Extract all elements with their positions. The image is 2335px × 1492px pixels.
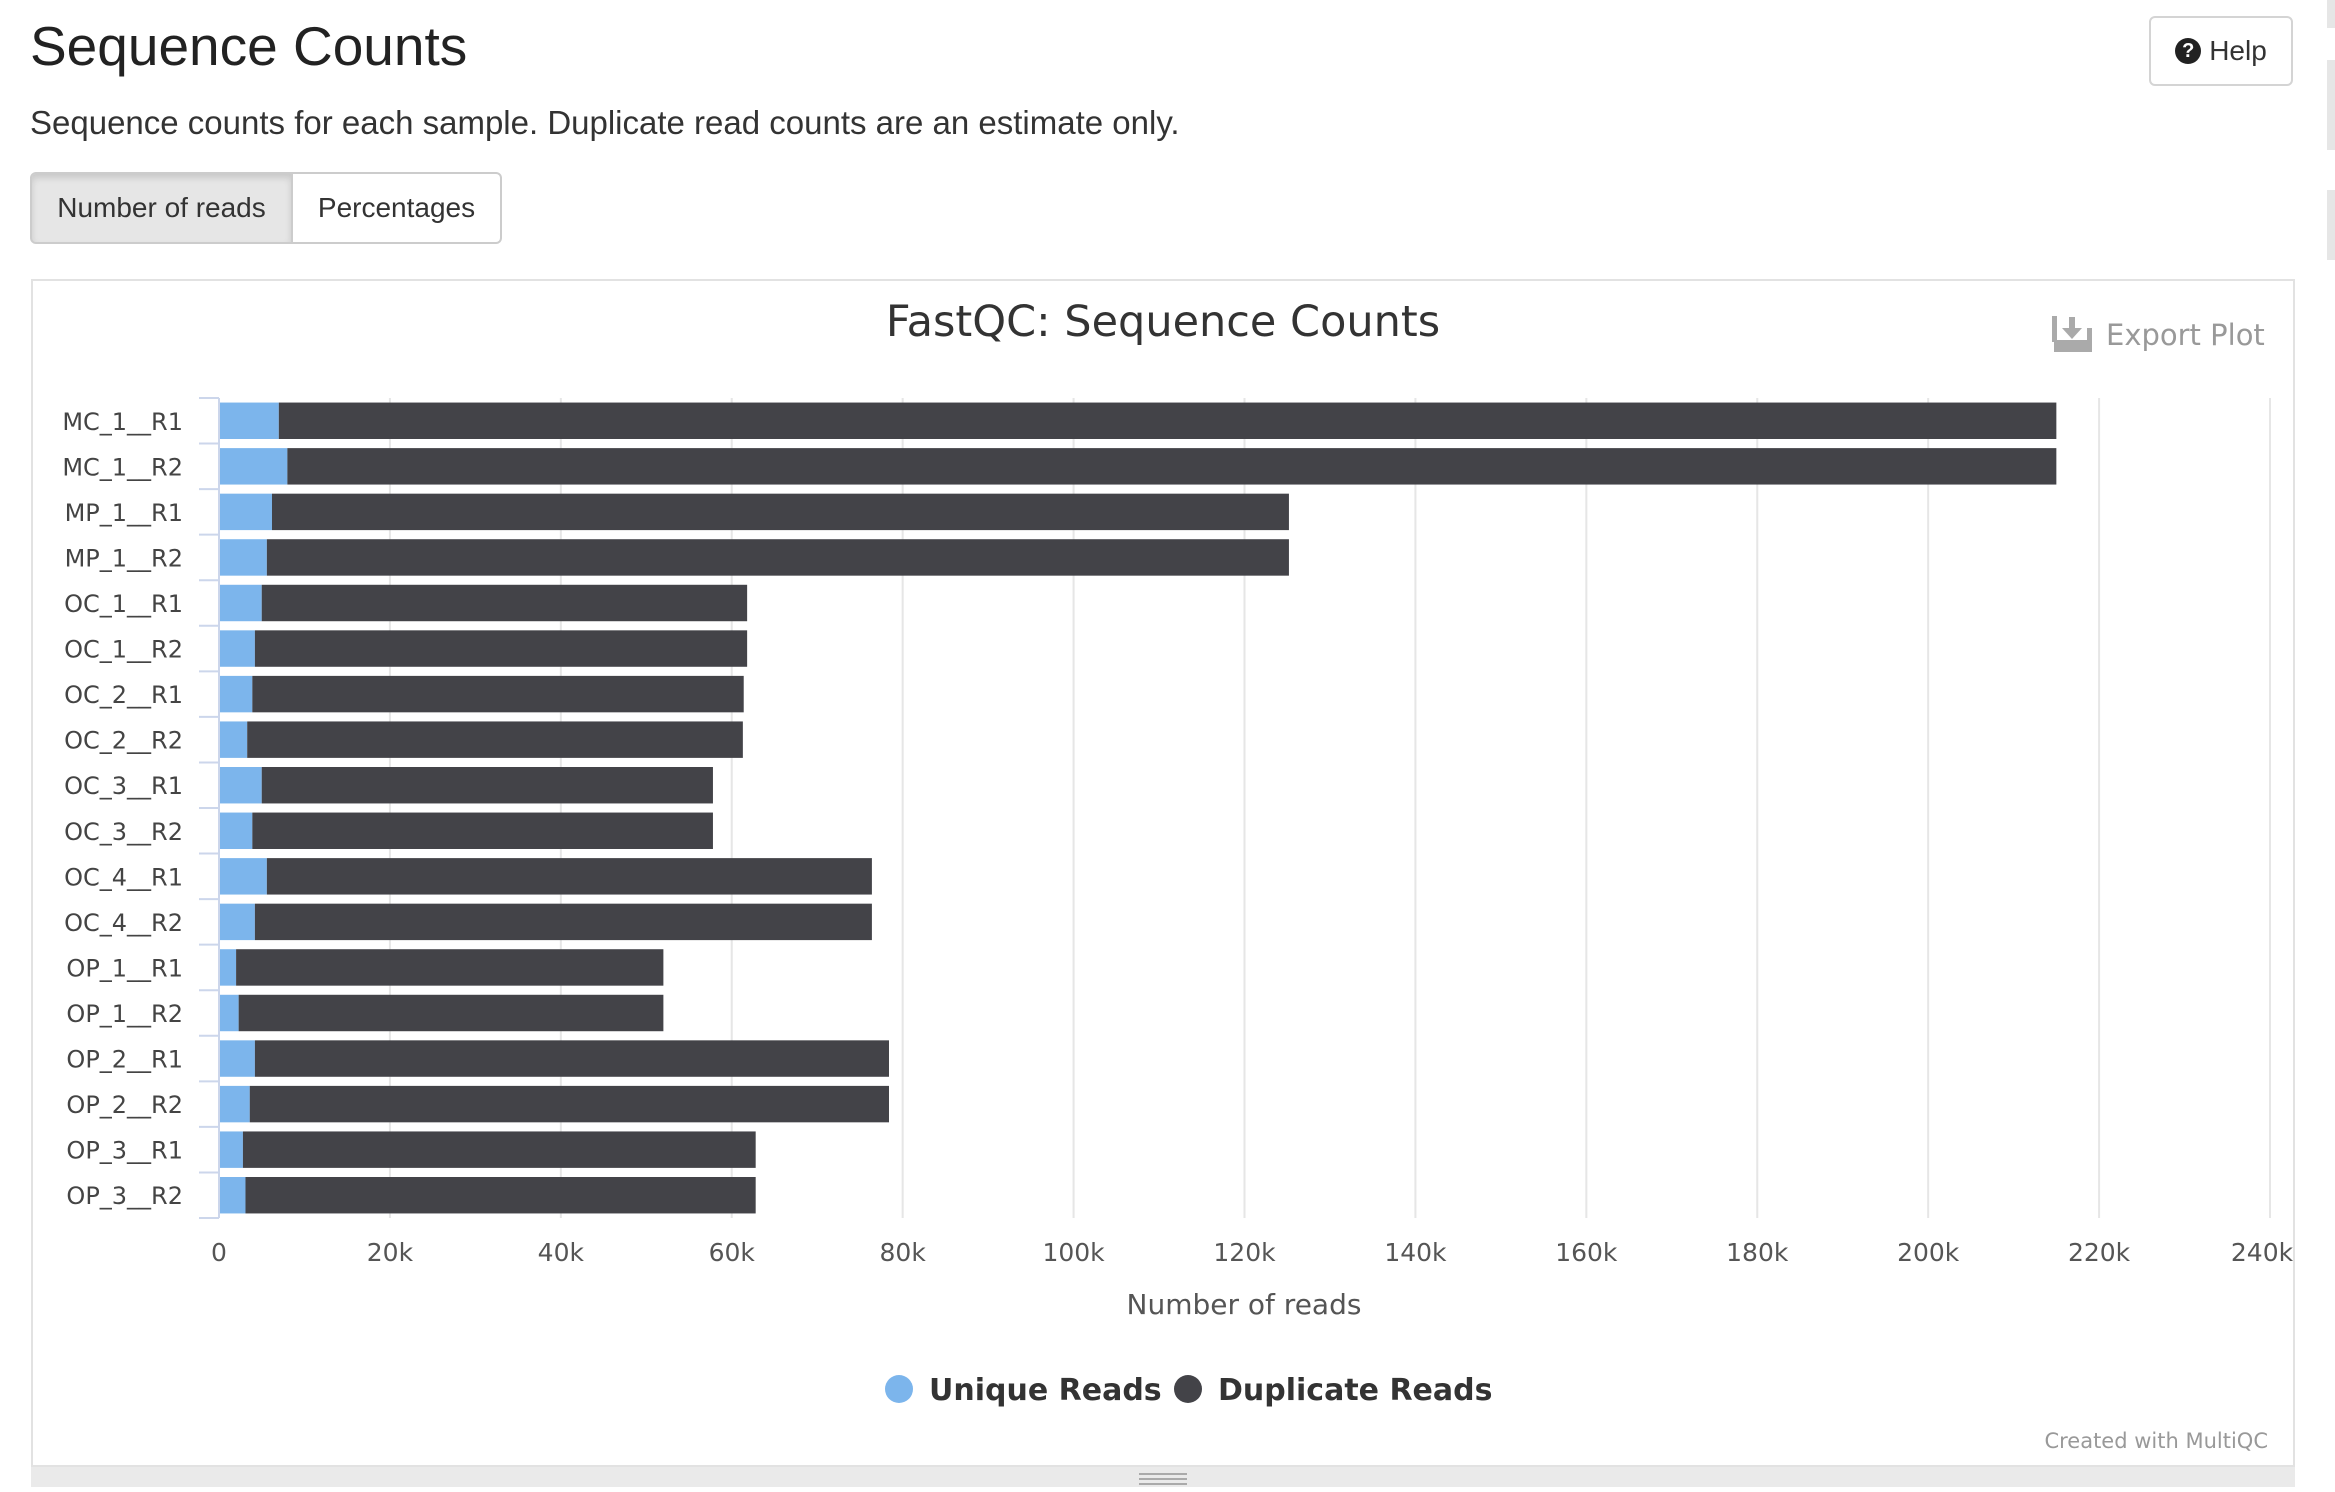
legend-label: Unique Reads <box>929 1373 1162 1408</box>
page-title: Sequence Counts <box>30 15 468 77</box>
bar-unique-reads[interactable] <box>219 1040 255 1077</box>
bar-duplicate-reads[interactable] <box>238 994 664 1032</box>
category-label: OP_3__R1 <box>66 1137 183 1165</box>
x-tick-label: 140k <box>1384 1238 1447 1267</box>
scrollbar-mark <box>2327 60 2335 150</box>
bar-duplicate-reads[interactable] <box>266 858 872 895</box>
legend-marker <box>885 1375 913 1403</box>
bar-unique-reads[interactable] <box>219 630 255 667</box>
scrollbar-mark <box>2327 190 2335 260</box>
x-tick-label: 0 <box>211 1238 227 1267</box>
plot-resize-handle[interactable] <box>31 1467 2295 1487</box>
bar-unique-reads[interactable] <box>219 584 262 622</box>
bar-unique-reads[interactable] <box>219 949 237 986</box>
x-tick-label: 60k <box>709 1238 756 1267</box>
x-axis-title: Number of reads <box>1127 1288 1362 1321</box>
category-label: OC_3__R1 <box>64 772 183 800</box>
category-label: MP_1__R2 <box>65 544 183 572</box>
bar-duplicate-reads[interactable] <box>254 1040 889 1077</box>
bars <box>219 402 2057 1214</box>
number-of-reads-button[interactable]: Number of reads <box>30 172 293 244</box>
legend: Unique Reads Duplicate Reads <box>885 1373 1492 1408</box>
category-label: OC_1__R2 <box>64 636 183 664</box>
legend-item-unique-reads[interactable]: Unique Reads <box>885 1373 1162 1408</box>
x-tick-label: 160k <box>1555 1238 1618 1267</box>
bar-unique-reads[interactable] <box>219 767 262 804</box>
x-tick-label: 220k <box>2068 1238 2131 1267</box>
resize-handle-icon <box>1139 1473 1187 1488</box>
bar-duplicate-reads[interactable] <box>252 675 744 713</box>
bar-duplicate-reads[interactable] <box>242 1131 756 1168</box>
view-toggle-group: Number of reads Percentages <box>30 172 502 244</box>
category-label: OP_1__R1 <box>66 954 183 982</box>
export-plot-button[interactable]: Export Plot <box>2052 316 2265 352</box>
bar-duplicate-reads[interactable] <box>245 1177 756 1214</box>
category-label: OP_2__R1 <box>66 1046 183 1074</box>
bar-unique-reads[interactable] <box>219 675 253 713</box>
bar-duplicate-reads[interactable] <box>252 812 713 849</box>
category-label: OC_4__R2 <box>64 909 183 937</box>
bar-unique-reads[interactable] <box>219 1085 250 1123</box>
bar-unique-reads[interactable] <box>219 539 267 576</box>
legend-label: Duplicate Reads <box>1218 1373 1492 1408</box>
bar-unique-reads[interactable] <box>219 721 248 758</box>
category-label: OP_2__R2 <box>66 1091 183 1119</box>
bar-duplicate-reads[interactable] <box>254 903 872 941</box>
category-label: OC_3__R2 <box>64 818 183 846</box>
bar-unique-reads[interactable] <box>219 493 272 531</box>
bar-unique-reads[interactable] <box>219 402 279 439</box>
help-button-label: Help <box>2209 35 2267 66</box>
category-label: OC_2__R2 <box>64 727 183 755</box>
bar-duplicate-reads[interactable] <box>247 721 743 758</box>
multiqc-credit: Created with MultiQC <box>2044 1429 2268 1453</box>
legend-item-duplicate-reads[interactable]: Duplicate Reads <box>1174 1373 1492 1408</box>
category-label: OP_1__R2 <box>66 1000 183 1028</box>
bar-unique-reads[interactable] <box>219 448 288 485</box>
x-tick-label: 40k <box>538 1238 585 1267</box>
x-tick-label: 120k <box>1213 1238 1276 1267</box>
category-label: MC_1__R1 <box>62 408 183 436</box>
category-label: OC_1__R1 <box>64 590 183 618</box>
scrollbar-mark <box>2327 0 2335 28</box>
chart-title: FastQC: Sequence Counts <box>886 297 1440 347</box>
bar-duplicate-reads[interactable] <box>287 448 2057 485</box>
x-tick-label: 240k <box>2231 1238 2294 1267</box>
category-label: OC_4__R1 <box>64 863 183 891</box>
bar-unique-reads[interactable] <box>219 994 239 1032</box>
export-plot-label: Export Plot <box>2106 318 2265 352</box>
category-label: MC_1__R2 <box>62 453 183 481</box>
bar-duplicate-reads[interactable] <box>261 767 713 804</box>
bar-duplicate-reads[interactable] <box>261 584 748 622</box>
axes: 0 20k 40k 60k 80k 100k 120k 140k 160k 180k 200k 220… <box>62 397 2294 1267</box>
bar-unique-reads[interactable] <box>219 1177 246 1214</box>
x-tick-label: 100k <box>1042 1238 1105 1267</box>
bar-duplicate-reads[interactable] <box>271 493 1289 531</box>
download-icon <box>2052 316 2092 352</box>
x-tick-label: 180k <box>1726 1238 1789 1267</box>
bar-unique-reads[interactable] <box>219 903 255 941</box>
x-tick-label: 20k <box>367 1238 414 1267</box>
x-tick-label: 200k <box>1897 1238 1960 1267</box>
category-label: OC_2__R1 <box>64 681 183 709</box>
bar-duplicate-reads[interactable] <box>278 402 2057 439</box>
bar-unique-reads[interactable] <box>219 1131 243 1168</box>
percentages-button[interactable]: Percentages <box>293 172 502 244</box>
bar-duplicate-reads[interactable] <box>236 949 664 986</box>
category-label: OP_3__R2 <box>66 1182 183 1210</box>
question-circle-icon: ? <box>2175 38 2202 64</box>
bar-duplicate-reads[interactable] <box>249 1085 889 1123</box>
bar-duplicate-reads[interactable] <box>254 630 748 667</box>
help-button[interactable]: ? Help <box>2149 16 2293 86</box>
legend-marker <box>1174 1375 1202 1403</box>
bar-duplicate-reads[interactable] <box>266 539 1289 576</box>
bar-unique-reads[interactable] <box>219 812 253 849</box>
bar-unique-reads[interactable] <box>219 858 267 895</box>
section-description: Sequence counts for each sample. Duplica… <box>30 104 1180 141</box>
x-tick-label: 80k <box>880 1238 927 1267</box>
category-label: MP_1__R1 <box>65 499 183 527</box>
